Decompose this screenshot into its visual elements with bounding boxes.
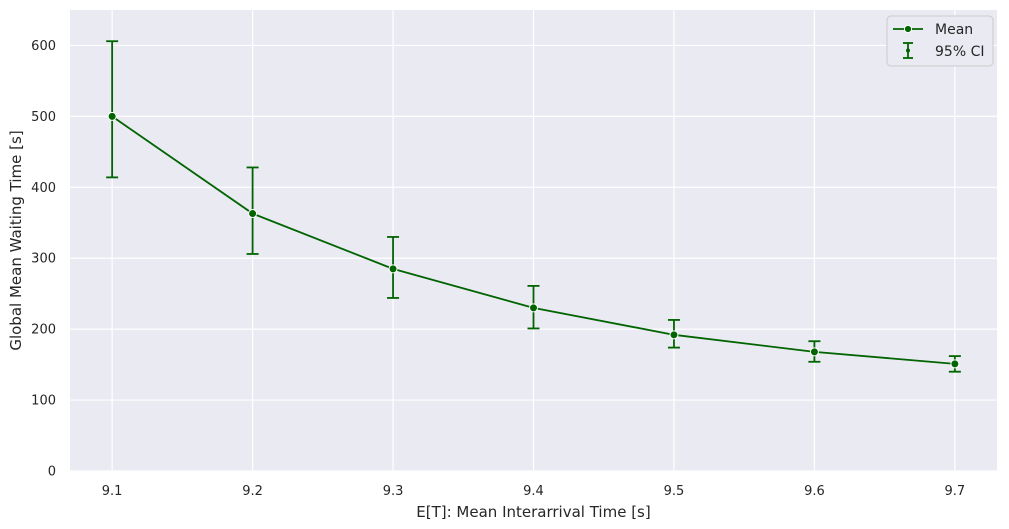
x-tick-label: 9.1	[102, 484, 123, 499]
y-axis-label: Global Mean Waiting Time [s]	[7, 130, 25, 350]
data-point	[107, 111, 117, 121]
x-tick-label: 9.6	[804, 484, 825, 499]
legend-ci-marker	[906, 48, 910, 53]
y-tick-label: 100	[31, 394, 56, 409]
x-tick-label: 9.7	[945, 484, 966, 499]
y-tick-label: 200	[31, 323, 56, 338]
data-point	[950, 359, 960, 369]
data-point	[529, 303, 538, 313]
x-axis: 9.1 9.2 9.3 9.4 9.5 9.6 9.7	[102, 484, 965, 499]
series-layer	[106, 40, 961, 373]
legend: Mean 95% CI	[886, 15, 994, 67]
legend-label-mean: Mean	[935, 22, 973, 38]
x-tick-label: 9.2	[242, 484, 263, 499]
y-tick-label: 400	[31, 181, 56, 196]
legend-label-ci: 95% CI	[935, 44, 984, 60]
data-point	[669, 330, 679, 340]
legend-mean-marker	[903, 24, 913, 34]
data-point	[388, 264, 398, 274]
y-tick-label: 500	[31, 110, 56, 125]
y-axis: 0 100 200 300 400 500 600	[31, 39, 56, 480]
data-point	[809, 347, 819, 357]
x-tick-label: 9.5	[664, 484, 685, 499]
data-point	[248, 209, 258, 219]
y-tick-label: 600	[31, 39, 56, 54]
y-tick-label: 0	[48, 465, 56, 480]
x-tick-label: 9.3	[383, 484, 404, 499]
x-axis-label: E[T]: Mean Interarrival Time [s]	[416, 503, 650, 521]
y-tick-label: 300	[31, 252, 56, 267]
x-tick-label: 9.4	[523, 484, 544, 499]
